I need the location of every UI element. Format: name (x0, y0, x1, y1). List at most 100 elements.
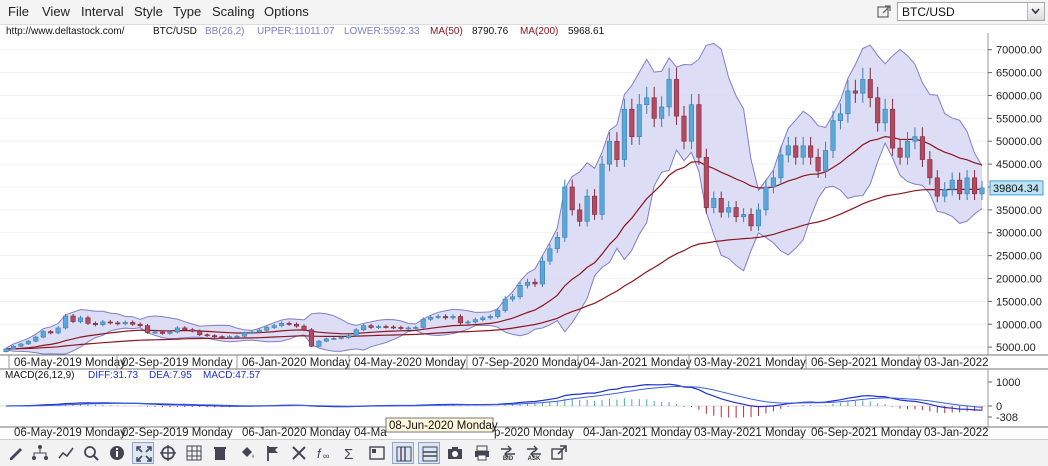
chart-area[interactable]: 70000.00 65000.00 60000.00 55000.00 50000.00… (0, 25, 1048, 439)
candle-body (279, 323, 285, 326)
menu-style[interactable]: Style (134, 4, 163, 19)
tools-button[interactable] (288, 442, 310, 464)
macd-tick-label: 1000 (996, 377, 1020, 389)
candle-body (472, 319, 478, 323)
candle-body (100, 321, 106, 326)
candle-body (770, 177, 776, 188)
candle-body (554, 237, 560, 250)
macd-time-tick-label: 06-Sep-2021 Monday (811, 427, 922, 439)
candle-body (934, 177, 940, 197)
ma200-label: MA(200) (520, 26, 559, 37)
candle-body (182, 327, 188, 331)
bottom-toolbar: f ∞ Σ BID ASK (0, 439, 1048, 466)
menu-options[interactable]: Options (264, 4, 309, 19)
candle-body (115, 322, 121, 325)
flag-button[interactable] (262, 442, 284, 464)
candle-body (487, 316, 493, 319)
candle-body (10, 345, 16, 350)
candle-body (972, 177, 978, 195)
line-chart-button[interactable] (55, 442, 77, 464)
fit-icon (136, 446, 152, 462)
pencil-button[interactable] (5, 442, 27, 464)
price-tick-label: 60000.00 (996, 90, 1042, 102)
bb-label: BB(26,2) (205, 26, 245, 37)
chevron-down-icon[interactable] (1027, 3, 1044, 20)
candle-body (70, 315, 76, 322)
candle-body (167, 331, 173, 334)
candle-body (353, 329, 359, 336)
candle-body (316, 340, 322, 347)
menu-scaling[interactable]: Scaling (212, 4, 255, 19)
time-tick-label: 06-May-2019 Monday (14, 357, 126, 369)
bid-button[interactable]: BID (497, 442, 519, 464)
candle-body (286, 323, 292, 325)
layout-vertical-button[interactable] (392, 442, 414, 464)
print-button[interactable] (471, 442, 493, 464)
fill-button[interactable] (236, 442, 258, 464)
crosshair-button[interactable] (157, 442, 179, 464)
ask-label: ASK (527, 456, 541, 462)
time-tick-label: 06-Jan-2020 Monday (242, 357, 351, 369)
candle-body (651, 97, 657, 119)
candle-body (673, 79, 680, 117)
price-chart[interactable]: 70000.00 65000.00 60000.00 55000.00 50000.00… (0, 25, 1048, 439)
macd-time-tick-label: 04-Ma (354, 427, 387, 439)
candle-body (271, 325, 277, 328)
network-icon (32, 445, 48, 460)
template-button[interactable] (366, 442, 388, 464)
candle-body (979, 187, 985, 195)
hover-date-label: 08-Jun-2020 Monday (389, 420, 498, 432)
candle-body (778, 154, 784, 179)
macd-time-tick-label: p-2020 Monday (494, 427, 574, 439)
candle-body (197, 330, 203, 336)
price-tick-label: 35000.00 (996, 205, 1042, 217)
menu-file[interactable]: File (8, 4, 29, 19)
candle-body (375, 326, 382, 328)
pop-out-icon[interactable] (876, 4, 892, 20)
ma200-line (5, 188, 982, 350)
candle-body (219, 336, 225, 338)
macd-time-tick-label: 06-May-2019 Monday (14, 427, 126, 439)
function-button[interactable]: f ∞ (313, 442, 335, 464)
zoom-button[interactable] (80, 442, 102, 464)
candle-body (755, 209, 762, 227)
bb-upper: UPPER:11011.07 (257, 26, 335, 37)
sigma-button[interactable]: Σ (339, 442, 361, 464)
info-button[interactable] (106, 442, 128, 464)
candle-body (159, 331, 165, 334)
delete-button[interactable] (209, 442, 231, 464)
time-tick-label: 03-Jan-2022 (924, 357, 989, 369)
grid-button[interactable] (183, 442, 205, 464)
candle-body (301, 325, 307, 331)
candle-body (226, 336, 233, 338)
symbol-select[interactable]: BTC/USD (897, 2, 1045, 21)
pencil-icon (10, 448, 22, 460)
last-price-label: 39804.34 (993, 183, 1039, 195)
camera-button[interactable] (444, 442, 466, 464)
layout-horizontal-button[interactable] (418, 442, 440, 464)
menu-interval[interactable]: Interval (81, 4, 124, 19)
template-icon (369, 446, 385, 460)
external-link-button[interactable] (548, 442, 570, 464)
candle-body (815, 156, 821, 172)
candle-body (308, 329, 315, 347)
hover-date-tooltip (385, 417, 494, 433)
menu-view[interactable]: View (42, 4, 70, 19)
network-button[interactable] (29, 442, 51, 464)
ma50-label: MA(50) (430, 26, 463, 37)
candle-body (502, 298, 508, 311)
candle-body (845, 90, 851, 115)
macd-time-tick-label: 03-Jan-2022 (924, 427, 989, 439)
fit-button[interactable] (132, 442, 154, 464)
candle-body (137, 323, 143, 326)
ask-button[interactable]: ASK (523, 442, 545, 464)
grid-icon (186, 445, 202, 461)
candle-body (703, 156, 709, 208)
print-icon (475, 445, 489, 461)
source-url: http://www.deltastock.com/ (6, 26, 125, 37)
menu-type[interactable]: Type (173, 4, 202, 19)
candle-body (741, 214, 747, 218)
bollinger-lower-line (5, 141, 983, 355)
candle-body (688, 104, 694, 142)
price-tick-label: 55000.00 (996, 113, 1042, 125)
